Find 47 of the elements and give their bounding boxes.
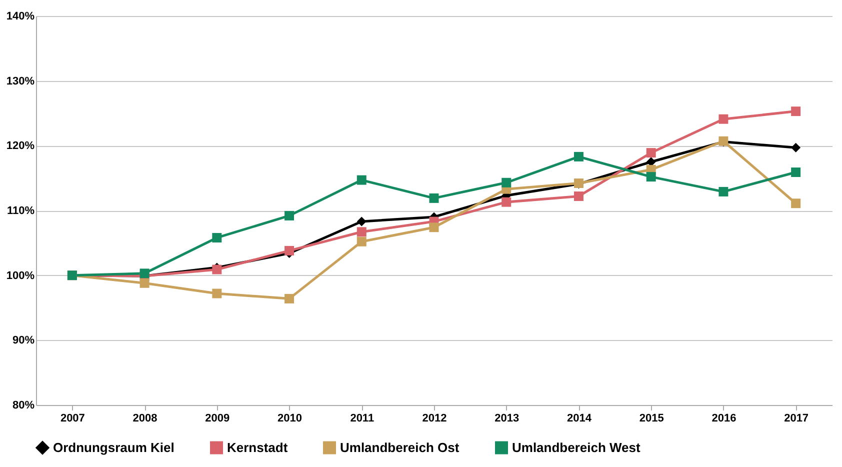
- y-tick-label: 140%: [6, 10, 35, 22]
- point: [791, 168, 801, 177]
- point: [791, 106, 801, 116]
- point: [356, 175, 366, 185]
- legend-label: Ordnungsraum Kiel: [53, 440, 174, 455]
- point: [284, 210, 294, 220]
- legend-label: Umlandbereich West: [512, 440, 642, 455]
- y-tick-label: 90%: [12, 334, 35, 347]
- point: [284, 294, 294, 304]
- legend-label: Kernstadt: [227, 440, 288, 455]
- point: [212, 288, 222, 298]
- point: [429, 193, 439, 203]
- point: [140, 268, 150, 278]
- point: [574, 152, 584, 162]
- x-tick-label: 2008: [132, 412, 158, 424]
- x-tick-label: 2013: [494, 412, 520, 424]
- point: [791, 198, 801, 208]
- point: [574, 191, 584, 201]
- x-tick-label: 2016: [712, 412, 736, 424]
- point: [212, 232, 222, 242]
- x-tick-label: 2009: [205, 412, 230, 424]
- y-tick-label: 130%: [6, 75, 35, 88]
- y-tick-label: 110%: [6, 205, 35, 217]
- legend-label: Umlandbereich Ost: [340, 440, 460, 455]
- point: [429, 222, 439, 232]
- point: [356, 236, 366, 246]
- y-tick-label: 80%: [12, 400, 35, 412]
- point: [502, 197, 512, 207]
- point: [284, 246, 294, 256]
- point: [718, 114, 728, 124]
- point: [140, 278, 150, 288]
- x-tick-label: 2007: [60, 412, 85, 424]
- x-tick-label: 2010: [278, 412, 302, 424]
- point: [646, 148, 656, 158]
- point: [356, 227, 366, 237]
- point: [718, 186, 728, 196]
- point: [502, 178, 512, 188]
- y-tick-label: 100%: [6, 270, 35, 282]
- point: [356, 216, 366, 226]
- x-tick-label: 2014: [566, 412, 592, 424]
- point: [791, 142, 801, 152]
- x-tick-label: 2012: [422, 412, 447, 424]
- x-tick-label: 2017: [784, 412, 809, 424]
- x-tick-label: 2015: [639, 412, 664, 424]
- y-tick-label: 120%: [6, 140, 35, 152]
- point: [646, 172, 656, 182]
- x-tick-label: 2011: [350, 412, 374, 424]
